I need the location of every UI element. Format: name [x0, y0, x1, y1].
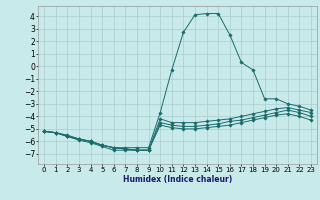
- X-axis label: Humidex (Indice chaleur): Humidex (Indice chaleur): [123, 175, 232, 184]
